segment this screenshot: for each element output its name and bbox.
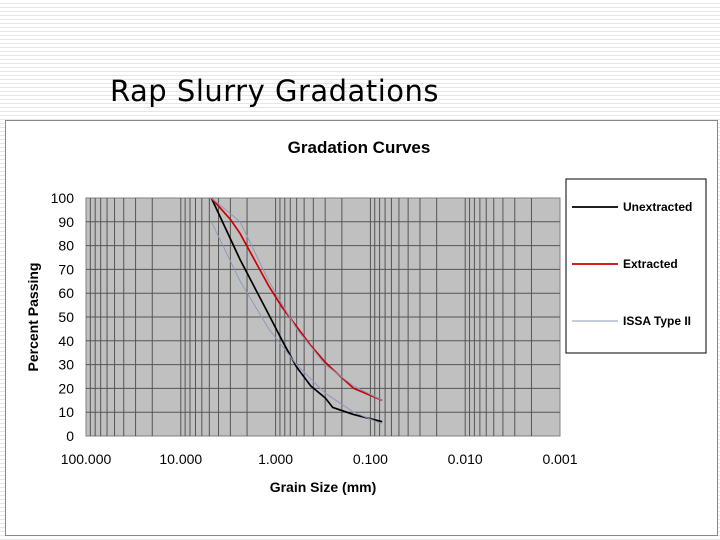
y-tick-label: 20 [58,380,74,396]
y-tick-label: 50 [58,309,74,325]
y-tick-label: 70 [58,261,74,277]
y-tick-label: 80 [58,238,74,254]
x-axis-label: Grain Size (mm) [270,479,377,495]
legend: Unextracted Extracted ISSA Type II [565,178,707,354]
y-tick-label: 100 [51,190,75,206]
series-lines [210,197,383,425]
y-tick-label: 60 [58,285,74,301]
chart-title: Gradation Curves [288,138,431,157]
grid-lines [86,198,560,436]
x-tick-label: 100.000 [61,451,112,467]
tick-labels: 0 10 20 30 40 50 60 70 80 90 100 100.000 10.000 1.000… [51,190,578,467]
y-tick-label: 10 [58,404,74,420]
y-tick-label: 0 [66,428,74,444]
y-tick-label: 40 [58,333,74,349]
legend-box [565,178,707,354]
series-line [210,197,383,423]
series-line [210,221,383,425]
x-tick-label: 1.000 [258,451,293,467]
slide-title: Rap Slurry Gradations [110,74,439,108]
x-tick-label: 0.010 [448,451,483,467]
legend-label: Extracted [623,257,678,271]
legend-label: Unextracted [623,200,692,214]
y-axis-label: Percent Passing [25,263,41,372]
series-line [211,197,383,401]
y-tick-label: 30 [58,357,74,373]
y-tick-label: 90 [58,214,74,230]
x-tick-label: 0.001 [542,451,577,467]
x-tick-label: 0.100 [353,451,388,467]
x-tick-label: 10.000 [159,451,202,467]
legend-label: ISSA Type II [623,314,691,328]
